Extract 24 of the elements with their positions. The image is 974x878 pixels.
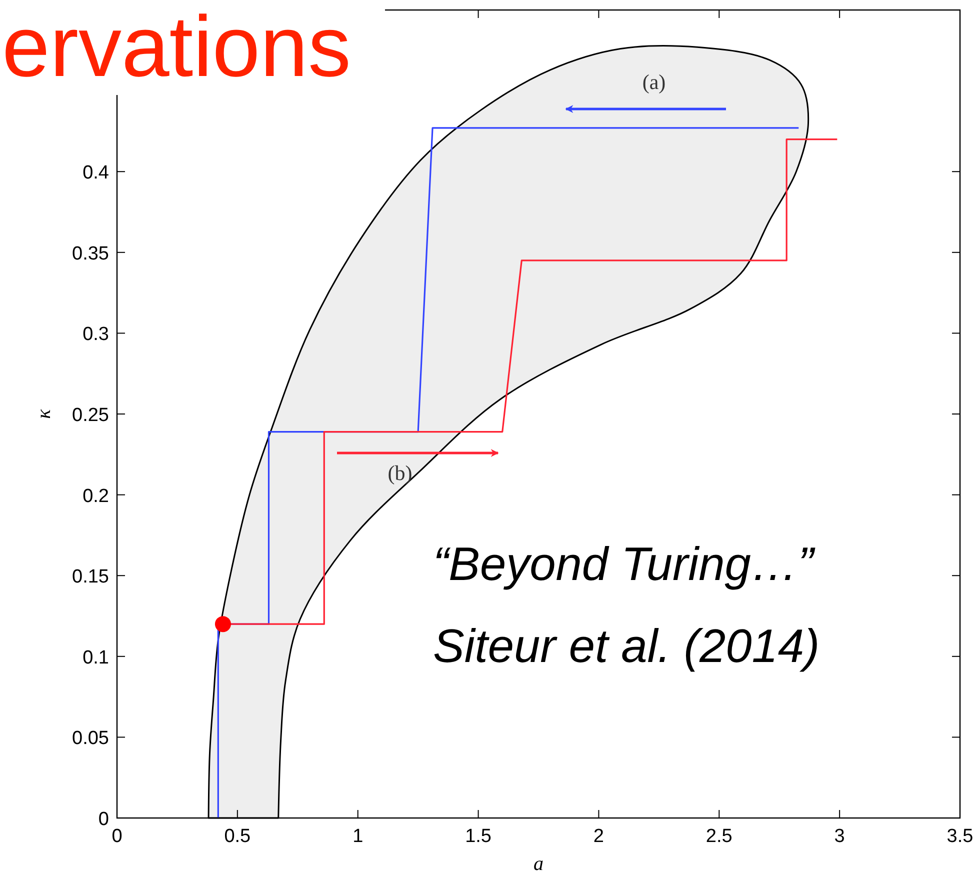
x-tick-label: 2.5 — [706, 826, 732, 847]
y-tick-label: 0.05 — [72, 728, 109, 750]
y-tick-label: 0.25 — [72, 405, 109, 426]
annotation: “Beyond Turing…” — [433, 537, 816, 590]
x-tick-label: 1.5 — [465, 826, 492, 847]
annotation: (a) — [642, 70, 666, 94]
x-tick-label: 1 — [352, 826, 364, 847]
y-tick-label: 0.2 — [82, 486, 109, 507]
y-tick-label: 0.4 — [82, 162, 110, 184]
x-tick-label: 0 — [112, 826, 122, 847]
x-tick-label: 2 — [593, 826, 604, 847]
x-tick-label: 0.5 — [224, 826, 251, 847]
annotation: Siteur et al. (2014) — [433, 619, 820, 672]
annotation: (b) — [388, 461, 412, 485]
x-axis-title: a — [534, 853, 544, 875]
y-tick-label: 0.1 — [82, 647, 109, 668]
y-tick-label: 0.3 — [82, 324, 109, 346]
y-tick-label: 0.35 — [72, 243, 109, 264]
x-tick-label: 3 — [834, 826, 845, 847]
y-tick-label: 0.15 — [72, 566, 109, 588]
chart-title: ervations — [2, 0, 351, 95]
y-tick-label: 0 — [98, 809, 109, 830]
y-axis-title: κ — [33, 408, 55, 419]
x-tick-label: 3.5 — [946, 826, 974, 847]
